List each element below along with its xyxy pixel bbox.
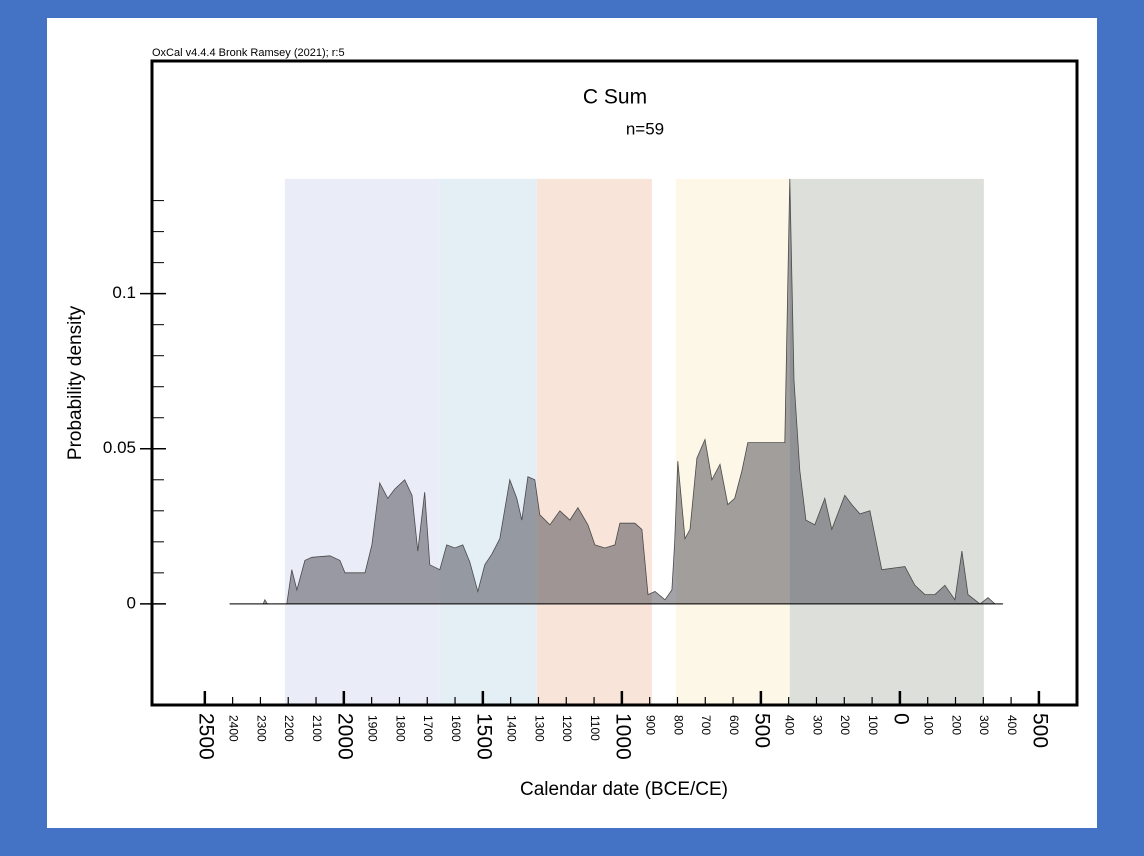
x-minor-tick-label: 2100 — [310, 715, 324, 742]
x-minor-tick-label: 1400 — [504, 715, 518, 742]
period-band — [675, 178, 790, 705]
density-area — [229, 178, 1004, 605]
x-minor-tick-label: 1200 — [560, 715, 574, 742]
x-minor-tick-label: 1700 — [421, 715, 435, 742]
period-band — [284, 178, 440, 705]
frame — [150, 59, 1079, 707]
period-band — [536, 178, 652, 705]
x-minor-tick-label: 2200 — [282, 715, 296, 742]
x-minor-tick-label: 1800 — [393, 715, 407, 742]
x-minor-tick-label: 1600 — [449, 715, 463, 742]
x-tick-label: 2500 — [194, 713, 217, 760]
x-axis-label: Calendar date (BCE/CE) — [520, 779, 728, 800]
x-tick-label: 500 — [1028, 713, 1051, 748]
x-tick-label: 500 — [750, 713, 773, 748]
x-minor-tick-label: 100 — [866, 715, 880, 735]
x-minor-tick-label: 400 — [783, 715, 797, 735]
plot-area — [229, 178, 1004, 705]
x-minor-tick-label: 400 — [1005, 715, 1019, 735]
y-tick-label: 0.1 — [112, 283, 136, 302]
y-axis-label: Probability density — [65, 305, 86, 460]
x-minor-tick-label: 700 — [699, 715, 713, 735]
period-band — [439, 178, 537, 705]
x-minor-tick-label: 900 — [643, 715, 657, 735]
chart-subtitle: n=59 — [626, 119, 664, 138]
x-minor-tick-label: 2400 — [226, 715, 240, 742]
x-minor-tick-label: 300 — [810, 715, 824, 735]
x-minor-tick-label: 200 — [838, 715, 852, 735]
x-minor-tick-label: 200 — [949, 715, 963, 735]
x-tick-label: 1500 — [472, 713, 495, 760]
x-minor-tick-label: 1100 — [588, 715, 602, 741]
x-tick-label: 2000 — [333, 713, 356, 760]
x-tick-label: 0 — [889, 713, 912, 725]
x-minor-tick-label: 800 — [671, 715, 685, 735]
x-minor-tick-label: 300 — [977, 715, 991, 735]
x-minor-tick-label: 1300 — [532, 715, 546, 742]
x-minor-tick-label: 100 — [922, 715, 936, 735]
x-tick-label: 1000 — [611, 713, 634, 760]
x-minor-tick-label: 2300 — [254, 715, 268, 742]
y-tick-label: 0 — [127, 593, 136, 612]
x-minor-tick-label: 600 — [727, 715, 741, 735]
chart-title: C Sum — [583, 86, 647, 109]
y-tick-label: 0.05 — [103, 438, 136, 457]
note: OxCal v4.4.4 Bronk Ramsey (2021); r:5 — [152, 47, 345, 59]
period-band — [789, 178, 984, 705]
x-minor-tick-label: 1900 — [365, 715, 379, 742]
